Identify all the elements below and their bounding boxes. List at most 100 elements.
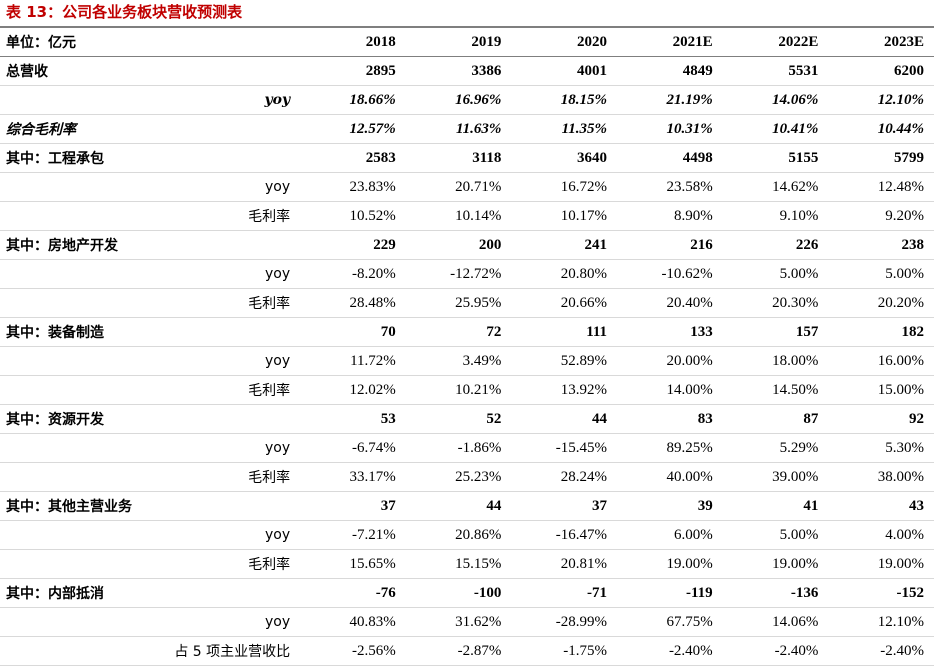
- cell-value: 5155: [722, 143, 829, 173]
- row-label: 其中：工程承包: [0, 143, 301, 173]
- cell-value: 23.58%: [617, 172, 723, 202]
- cell-value: 18.66%: [300, 85, 406, 115]
- table-row: 其中：装备制造 70 72 111 133 157 182: [0, 317, 934, 347]
- table-row: 其中：资源开发 53 52 44 83 87 92: [0, 404, 934, 434]
- row-label: 占 5 项主业营收比: [0, 636, 301, 666]
- cell-value: 20.80%: [511, 259, 618, 289]
- cell-value: 9.20%: [828, 201, 934, 231]
- cell-value: 37: [511, 491, 618, 521]
- table-row: 总营收 2895 3386 4001 4849 5531 6200: [0, 56, 934, 86]
- cell-value: 4.00%: [828, 520, 934, 550]
- cell-value: -12.72%: [405, 259, 512, 289]
- table-row: yoy 23.83% 20.71% 16.72% 23.58% 14.62% 12.48%: [0, 172, 934, 202]
- cell-value: -2.40%: [722, 636, 829, 666]
- row-label: 综合毛利率: [0, 114, 301, 144]
- cell-value: -2.40%: [617, 636, 723, 666]
- table-row: yoy -8.20% -12.72% 20.80% -10.62% 5.00% 5.00%: [0, 259, 934, 289]
- cell-value: -2.56%: [300, 636, 406, 666]
- cell-value: 14.06%: [722, 607, 829, 637]
- row-label: 其中：内部抵消: [0, 578, 301, 608]
- cell-value: 72: [405, 317, 512, 347]
- cell-value: -136: [722, 578, 829, 608]
- cell-value: 10.14%: [405, 201, 512, 231]
- row-label: 毛利率: [0, 375, 301, 405]
- cell-value: 5.29%: [722, 433, 829, 463]
- cell-value: 3.49%: [405, 346, 512, 376]
- cell-value: 10.31%: [617, 114, 723, 144]
- cell-value: -7.21%: [300, 520, 406, 550]
- cell-value: 9.10%: [722, 201, 829, 231]
- cell-value: 10.17%: [511, 201, 618, 231]
- row-label: yoy: [0, 346, 301, 376]
- cell-value: -1.75%: [511, 636, 618, 666]
- cell-value: 4849: [617, 56, 723, 86]
- cell-value: -100: [405, 578, 512, 608]
- table-row: yoy -6.74% -1.86% -15.45% 89.25% 5.29% 5.30%: [0, 433, 934, 463]
- cell-value: 10.21%: [405, 375, 512, 405]
- cell-value: 241: [511, 230, 618, 260]
- year-header: 2020: [511, 26, 618, 57]
- cell-value: 12.48%: [828, 172, 934, 202]
- cell-value: 43: [828, 491, 934, 521]
- cell-value: 16.96%: [405, 85, 512, 115]
- row-label: 其中：装备制造: [0, 317, 301, 347]
- cell-value: 89.25%: [617, 433, 723, 463]
- cell-value: 25.23%: [405, 462, 512, 492]
- year-header: 2019: [405, 26, 512, 57]
- cell-value: 5.30%: [828, 433, 934, 463]
- row-label: 毛利率: [0, 288, 301, 318]
- table-row: 毛利率 15.65% 15.15% 20.81% 19.00% 19.00% 19.00%: [0, 549, 934, 579]
- cell-value: 5.00%: [828, 259, 934, 289]
- cell-value: 18.15%: [511, 85, 618, 115]
- cell-value: 20.40%: [617, 288, 723, 318]
- cell-value: 13.92%: [511, 375, 618, 405]
- cell-value: 44: [511, 404, 618, 434]
- cell-value: 70: [300, 317, 406, 347]
- cell-value: 5.00%: [722, 259, 829, 289]
- table-row: 其中：工程承包 2583 3118 3640 4498 5155 5799: [0, 143, 934, 173]
- cell-value: 19.00%: [828, 549, 934, 579]
- cell-value: 133: [617, 317, 723, 347]
- cell-value: 229: [300, 230, 406, 260]
- cell-value: 39.00%: [722, 462, 829, 492]
- cell-value: 10.41%: [722, 114, 829, 144]
- cell-value: 53: [300, 404, 406, 434]
- cell-value: -10.62%: [617, 259, 723, 289]
- cell-value: 23.83%: [300, 172, 406, 202]
- cell-value: 14.06%: [722, 85, 829, 115]
- table-row: yoy -7.21% 20.86% -16.47% 6.00% 5.00% 4.00%: [0, 520, 934, 550]
- cell-value: 14.50%: [722, 375, 829, 405]
- table-row: 其中：房地产开发 229 200 241 216 226 238: [0, 230, 934, 260]
- cell-value: 11.35%: [511, 114, 618, 144]
- cell-value: -16.47%: [511, 520, 618, 550]
- cell-value: 3640: [511, 143, 618, 173]
- cell-value: 11.63%: [405, 114, 512, 144]
- cell-value: 238: [828, 230, 934, 260]
- cell-value: 6.00%: [617, 520, 723, 550]
- cell-value: 40.00%: [617, 462, 723, 492]
- cell-value: -1.86%: [405, 433, 512, 463]
- cell-value: 16.00%: [828, 346, 934, 376]
- cell-value: 157: [722, 317, 829, 347]
- cell-value: 20.00%: [617, 346, 723, 376]
- row-label: yoy: [0, 172, 301, 202]
- cell-value: -15.45%: [511, 433, 618, 463]
- cell-value: 2895: [300, 56, 406, 86]
- cell-value: 41: [722, 491, 829, 521]
- row-label: yoy: [0, 85, 301, 115]
- cell-value: 12.10%: [828, 607, 934, 637]
- cell-value: 12.57%: [300, 114, 406, 144]
- row-label: yoy: [0, 433, 301, 463]
- cell-value: 4498: [617, 143, 723, 173]
- cell-value: 92: [828, 404, 934, 434]
- row-label: 毛利率: [0, 549, 301, 579]
- cell-value: 38.00%: [828, 462, 934, 492]
- cell-value: 111: [511, 317, 618, 347]
- table-row: 占 5 项主业营收比 -2.56% -2.87% -1.75% -2.40% -2.40%…: [0, 636, 934, 666]
- cell-value: -2.40%: [828, 636, 934, 666]
- year-header: 2018: [300, 26, 406, 57]
- cell-value: 8.90%: [617, 201, 723, 231]
- unit-label: 单位：亿元: [0, 26, 301, 57]
- row-label: 其中：资源开发: [0, 404, 301, 434]
- cell-value: 14.00%: [617, 375, 723, 405]
